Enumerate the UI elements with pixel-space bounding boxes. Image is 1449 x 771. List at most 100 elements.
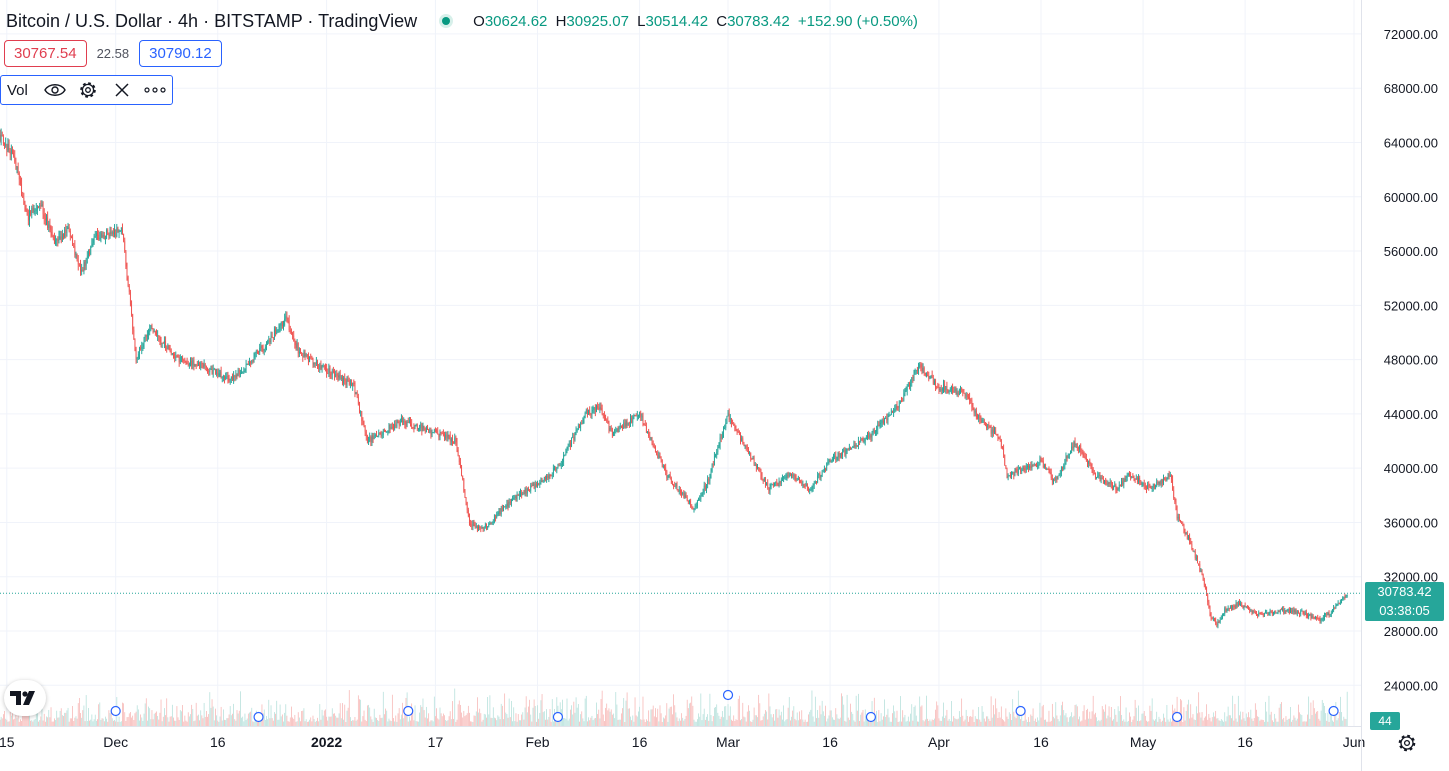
volume-bar: [165, 715, 166, 726]
volume-bar: [1046, 721, 1048, 726]
volume-bar: [986, 716, 987, 726]
candle-body: [410, 420, 411, 424]
volume-bar: [176, 706, 178, 726]
buy-button[interactable]: 30790.12: [139, 40, 222, 67]
candle-body: [1199, 563, 1201, 572]
volume-bar: [1146, 720, 1147, 726]
volume-bar: [1151, 698, 1153, 726]
candle-body: [1122, 481, 1124, 485]
volume-bar: [427, 718, 428, 726]
candle-body: [859, 441, 860, 443]
candle-body: [473, 521, 475, 525]
volume-bar: [792, 710, 794, 726]
candle-body: [1203, 580, 1205, 586]
candle-body: [131, 304, 132, 315]
candle-body: [298, 351, 300, 354]
volume-bar: [1234, 703, 1236, 726]
volume-bar: [9, 711, 11, 726]
volume-bar: [514, 721, 516, 726]
candle-body: [47, 217, 49, 228]
volume-indicator-label: Vol: [7, 81, 28, 99]
candle-body: [861, 438, 863, 440]
candle-body: [173, 353, 174, 355]
candle-body: [559, 465, 561, 467]
candle-body: [827, 462, 829, 464]
volume-bar: [458, 700, 460, 726]
volume-indicator-legend[interactable]: Vol: [0, 75, 173, 105]
volume-bar: [1278, 707, 1280, 726]
tradingview-logo-icon[interactable]: [4, 680, 46, 716]
candle-body: [376, 435, 377, 437]
candle-body: [1014, 468, 1016, 476]
volume-bar: [1165, 721, 1167, 726]
candle-body: [1239, 601, 1240, 606]
candle-body: [1209, 607, 1211, 614]
volume-bar: [234, 719, 236, 726]
candle-body: [247, 363, 249, 365]
volume-bar: [498, 716, 500, 726]
volume-bar: [204, 716, 206, 726]
volume-bar: [478, 712, 479, 726]
candle-body: [999, 438, 1001, 440]
candle-body: [503, 506, 504, 509]
candle-body: [427, 427, 428, 430]
candle-body: [917, 370, 918, 372]
volume-bar: [487, 697, 489, 726]
candle-body: [65, 229, 67, 233]
candle-body: [1083, 453, 1085, 457]
volume-bar: [918, 721, 919, 726]
gear-icon[interactable]: [71, 76, 105, 104]
volume-bar: [865, 719, 867, 726]
candle-body: [26, 209, 28, 216]
volume-bar: [501, 705, 503, 726]
candle-body: [594, 407, 596, 412]
candle-body: [258, 351, 259, 353]
candle-body: [590, 414, 592, 416]
eye-icon[interactable]: [38, 76, 72, 104]
candle-body: [1046, 468, 1048, 470]
volume-bar: [260, 720, 262, 726]
candle-body: [528, 488, 529, 490]
volume-bar: [38, 721, 39, 726]
candle-body: [974, 410, 976, 413]
candle-body: [264, 347, 266, 349]
volume-bar: [328, 716, 330, 726]
volume-bar: [1237, 695, 1239, 726]
volume-bar: [122, 702, 123, 726]
candle-body: [523, 493, 525, 495]
candle-body: [1341, 599, 1342, 603]
candle-body: [851, 447, 853, 450]
candle-body: [147, 334, 148, 337]
volume-bar: [262, 713, 264, 726]
volume-bar: [7, 721, 9, 726]
volume-bar: [361, 721, 363, 726]
sell-button[interactable]: 30767.54: [4, 40, 87, 67]
candle-body: [588, 409, 589, 415]
candle-body: [219, 371, 221, 374]
candle-body: [1303, 611, 1305, 615]
chart-grid: [0, 0, 1361, 726]
chart-settings-gear-icon[interactable]: [1395, 731, 1419, 755]
close-icon[interactable]: [105, 76, 139, 104]
candle-body: [556, 468, 558, 471]
candle-body: [655, 446, 656, 452]
volume-bar: [873, 697, 875, 726]
candle-body: [99, 237, 101, 240]
volume-bar: [1000, 706, 1002, 726]
volume-bar: [968, 721, 969, 726]
candle-body: [295, 345, 297, 348]
candle-body: [24, 203, 26, 209]
candle-body: [824, 468, 825, 472]
candle-body: [397, 420, 399, 422]
volume-bar: [575, 697, 577, 726]
volume-bar: [246, 718, 248, 726]
candle-body: [124, 241, 126, 252]
more-icon[interactable]: [138, 76, 172, 104]
candle-body: [784, 476, 786, 478]
candle-body: [174, 353, 176, 358]
volume-bar: [1209, 717, 1211, 726]
candle-body: [486, 524, 487, 528]
volume-bar: [775, 709, 777, 726]
volume-bar: [778, 709, 780, 726]
